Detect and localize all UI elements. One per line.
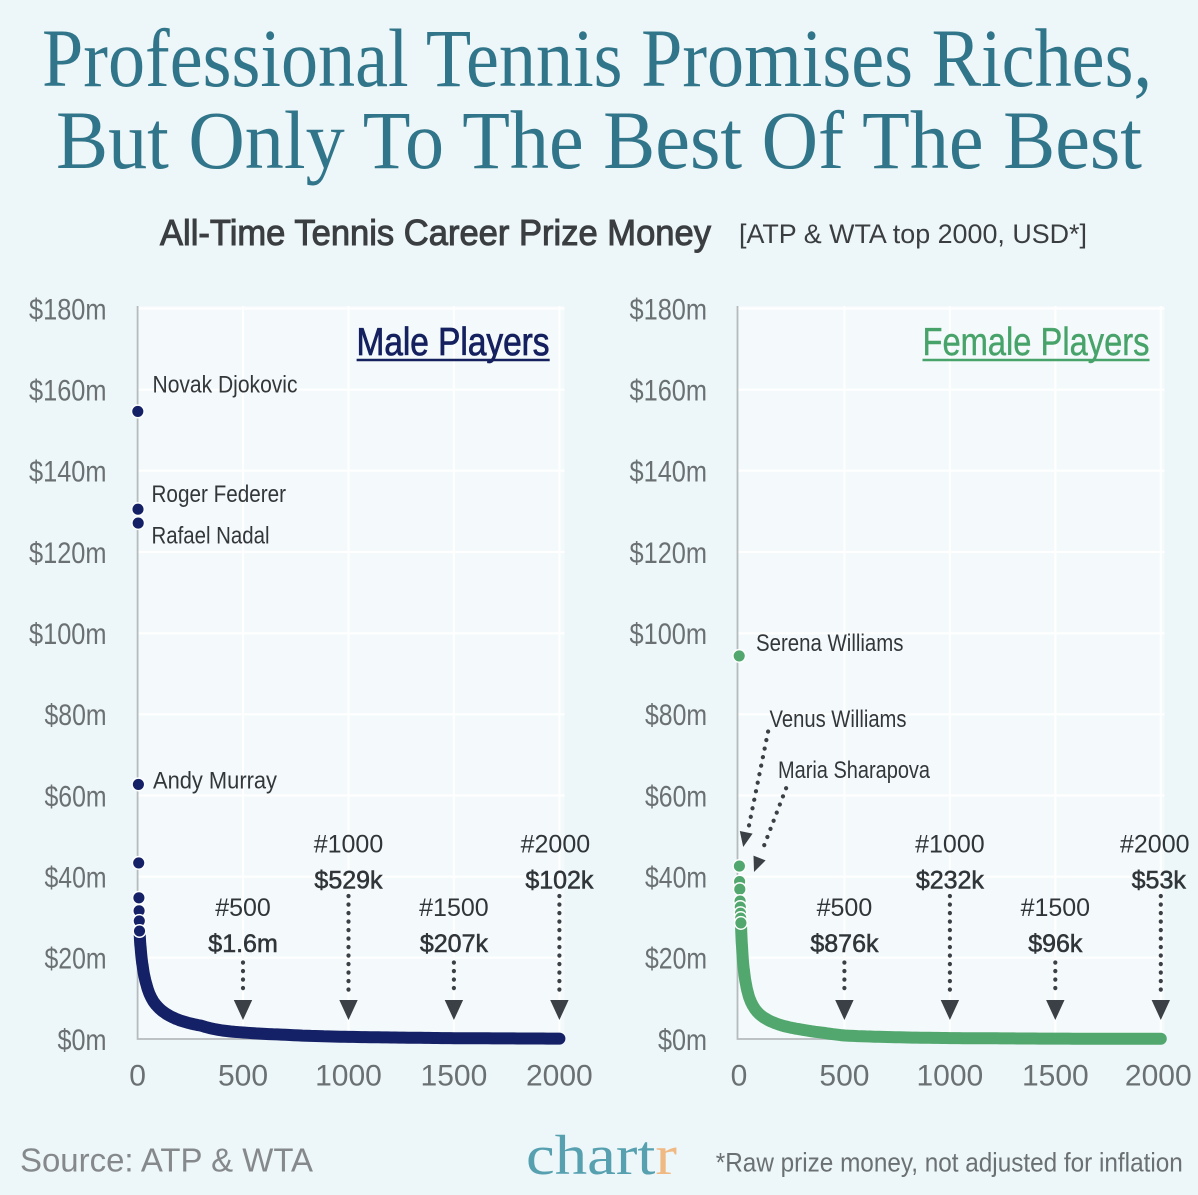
svg-text:0: 0 — [129, 1060, 146, 1093]
svg-text:*Raw prize money, not adjusted: *Raw prize money, not adjusted for infla… — [716, 1148, 1183, 1178]
svg-text:$96k: $96k — [1028, 930, 1083, 958]
svg-text:500: 500 — [819, 1060, 869, 1093]
svg-text:1500: 1500 — [421, 1060, 488, 1093]
svg-text:Maria Sharapova: Maria Sharapova — [778, 757, 931, 784]
svg-text:0: 0 — [731, 1060, 748, 1093]
svg-text:$20m: $20m — [45, 943, 107, 976]
svg-text:Male Players: Male Players — [357, 321, 550, 364]
svg-text:$20m: $20m — [645, 943, 707, 976]
svg-text:Rafael Nadal: Rafael Nadal — [152, 523, 270, 550]
svg-text:#1000: #1000 — [314, 830, 384, 858]
svg-text:$0m: $0m — [658, 1024, 707, 1057]
svg-text:$120m: $120m — [29, 537, 107, 570]
svg-text:$0m: $0m — [58, 1024, 107, 1057]
svg-text:$120m: $120m — [630, 537, 708, 570]
svg-text:$40m: $40m — [45, 861, 107, 894]
svg-text:$529k: $529k — [314, 866, 383, 894]
svg-text:$140m: $140m — [29, 456, 107, 489]
svg-text:#1000: #1000 — [915, 830, 985, 858]
svg-text:$180m: $180m — [630, 293, 708, 326]
svg-text:$60m: $60m — [45, 780, 107, 813]
svg-text:$1.6m: $1.6m — [208, 930, 277, 958]
svg-text:$40m: $40m — [645, 861, 707, 894]
svg-text:1500: 1500 — [1022, 1060, 1089, 1093]
svg-text:Professional Tennis Promises R: Professional Tennis Promises Riches, — [42, 12, 1152, 104]
svg-text:#1500: #1500 — [419, 894, 489, 922]
svg-text:$180m: $180m — [29, 293, 107, 326]
svg-text:#2000: #2000 — [1120, 830, 1190, 858]
svg-text:Female Players: Female Players — [923, 321, 1150, 364]
svg-text:#1500: #1500 — [1021, 894, 1091, 922]
svg-text:$60m: $60m — [645, 780, 707, 813]
svg-text:$876k: $876k — [810, 930, 879, 958]
svg-text:Andy Murray: Andy Murray — [153, 768, 277, 795]
svg-text:$160m: $160m — [29, 374, 107, 407]
svg-text:#500: #500 — [215, 894, 271, 922]
svg-text:But Only To The Best Of The Be: But Only To The Best Of The Best — [56, 94, 1142, 186]
svg-text:Source: ATP & WTA: Source: ATP & WTA — [20, 1142, 313, 1179]
svg-text:2000: 2000 — [1125, 1060, 1192, 1093]
svg-text:2000: 2000 — [526, 1060, 593, 1093]
svg-text:$53k: $53k — [1132, 866, 1187, 894]
svg-text:$140m: $140m — [630, 456, 708, 489]
svg-text:Roger Federer: Roger Federer — [152, 481, 287, 508]
svg-text:$207k: $207k — [420, 930, 489, 958]
svg-text:$80m: $80m — [645, 699, 707, 732]
svg-text:$232k: $232k — [916, 866, 985, 894]
svg-text:[ATP & WTA top 2000, USD*]: [ATP & WTA top 2000, USD*] — [739, 219, 1087, 249]
svg-text:Novak Djokovic: Novak Djokovic — [153, 372, 298, 399]
svg-text:$160m: $160m — [630, 374, 708, 407]
svg-text:500: 500 — [218, 1060, 268, 1093]
svg-text:All-Time Tennis Career Prize M: All-Time Tennis Career Prize Money — [160, 212, 711, 253]
svg-text:Serena Williams: Serena Williams — [756, 630, 904, 657]
svg-text:Venus Williams: Venus Williams — [770, 706, 907, 733]
svg-text:1000: 1000 — [917, 1060, 984, 1093]
svg-text:$100m: $100m — [29, 618, 107, 651]
svg-text:#2000: #2000 — [521, 830, 591, 858]
svg-text:$102k: $102k — [525, 866, 594, 894]
svg-text:$80m: $80m — [45, 699, 107, 732]
svg-text:1000: 1000 — [315, 1060, 382, 1093]
svg-text:#500: #500 — [817, 894, 873, 922]
svg-text:$100m: $100m — [630, 618, 708, 651]
